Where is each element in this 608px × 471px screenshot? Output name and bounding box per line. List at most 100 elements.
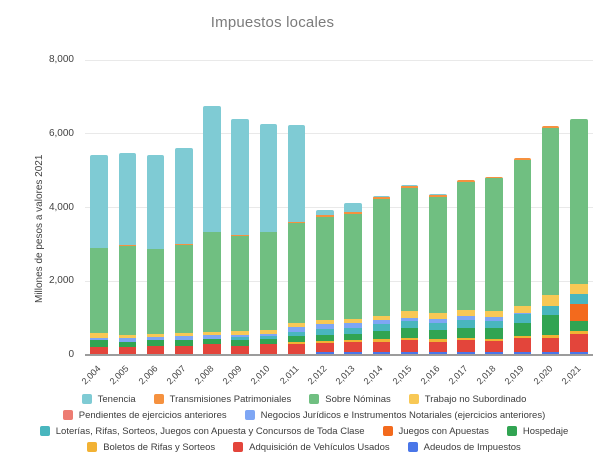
bar-segment-hospedaje[interactable] [429,330,447,340]
bar-segment-tenencia[interactable] [175,148,193,244]
bar-segment-loterias[interactable] [513,314,532,323]
bar-segment-negocios[interactable] [400,317,419,322]
bar-segment-transmisiones[interactable] [513,158,532,161]
bar-segment-transmisiones[interactable] [400,185,419,188]
bar-2012[interactable] [316,209,334,355]
bar-segment-adquisicion[interactable] [175,345,193,355]
bar-2008[interactable] [203,106,221,355]
bar-segment-nominas[interactable] [146,248,165,334]
bar-segment-adquisicion[interactable] [90,346,108,355]
bar-segment-negocios[interactable] [372,320,391,325]
bar-segment-negocios[interactable] [513,312,532,315]
bar-segment-hospedaje[interactable] [316,334,334,341]
bar-segment-adeudos[interactable] [457,352,475,355]
bar-segment-hospedaje[interactable] [118,341,137,347]
bar-segment-hospedaje[interactable] [400,328,419,338]
legend-item-tenencia[interactable]: Tenencia [81,394,136,405]
bar-segment-trabajo[interactable] [287,323,306,328]
bar-segment-loterias[interactable] [372,324,391,332]
bar-segment-negocios[interactable] [203,334,221,339]
bar-segment-nominas[interactable] [570,119,588,285]
bar-segment-adquisicion[interactable] [541,338,560,353]
bar-segment-adeudos[interactable] [316,352,334,355]
bar-segment-boletos[interactable] [287,342,306,344]
bar-segment-adeudos[interactable] [570,352,588,355]
bar-segment-loterias[interactable] [457,320,475,328]
bar-segment-adeudos[interactable] [344,352,362,355]
legend-item-negocios[interactable]: Negocios Jurídicos e Instrumentos Notari… [244,410,545,421]
bar-segment-tenencia[interactable] [259,124,278,233]
bar-segment-nominas[interactable] [513,160,532,306]
bar-segment-juegos[interactable] [570,304,588,321]
bar-segment-adquisicion[interactable] [259,344,278,355]
bar-segment-adquisicion[interactable] [231,345,249,355]
bar-segment-adeudos[interactable] [372,352,391,355]
bar-segment-boletos[interactable] [400,337,419,341]
bar-segment-tenencia[interactable] [287,125,306,223]
bar-2005[interactable] [118,153,137,355]
legend-item-trabajo[interactable]: Trabajo no Subordinado [408,394,526,405]
bar-segment-hospedaje[interactable] [231,340,249,346]
bar-segment-nominas[interactable] [457,182,475,311]
bar-segment-negocios[interactable] [231,334,249,338]
bar-segment-trabajo[interactable] [429,313,447,320]
bar-segment-boletos[interactable] [372,339,391,342]
bar-segment-tenencia[interactable] [400,184,419,186]
bar-segment-trabajo[interactable] [118,335,137,339]
legend-item-pendientes[interactable]: Pendientes de ejercicios anteriores [62,410,227,421]
bar-segment-loterias[interactable] [259,336,278,339]
bar-segment-adeudos[interactable] [400,352,419,355]
bar-segment-negocios[interactable] [485,316,503,321]
bar-segment-trabajo[interactable] [259,330,278,334]
bar-segment-hospedaje[interactable] [485,328,503,340]
bar-2006[interactable] [146,155,165,355]
bar-segment-adquisicion[interactable] [316,343,334,353]
bar-segment-trabajo[interactable] [203,331,221,335]
bar-segment-nominas[interactable] [541,128,560,295]
legend-item-boletos[interactable]: Boletos de Rifas y Sorteos [87,442,215,453]
bar-segment-adquisicion[interactable] [400,340,419,353]
bar-segment-loterias[interactable] [541,305,560,316]
bar-segment-hospedaje[interactable] [344,333,362,341]
bar-segment-nominas[interactable] [203,232,221,332]
bar-segment-loterias[interactable] [316,328,334,335]
bar-segment-nominas[interactable] [344,214,362,319]
legend-item-adquisicion[interactable]: Adquisición de Vehículos Usados [233,442,390,453]
legend-item-adeudos[interactable]: Adeudos de Impuestos [407,442,521,453]
legend-item-juegos[interactable]: Juegos con Apuestas [382,426,489,437]
legend-item-hospedaje[interactable]: Hospedaje [506,426,568,437]
bar-segment-tenencia[interactable] [344,203,362,213]
bar-segment-trabajo[interactable] [146,333,165,338]
bar-segment-hospedaje[interactable] [541,315,560,336]
bar-segment-nominas[interactable] [90,248,108,334]
bar-2004[interactable] [90,155,108,355]
bar-segment-nominas[interactable] [231,235,249,332]
bar-segment-nominas[interactable] [259,232,278,331]
bar-segment-loterias[interactable] [429,322,447,331]
bar-segment-boletos[interactable] [485,339,503,341]
bar-segment-trabajo[interactable] [457,310,475,316]
bar-segment-trabajo[interactable] [513,305,532,313]
bar-2019[interactable] [513,158,532,355]
bar-segment-trabajo[interactable] [400,311,419,318]
bar-segment-tenencia[interactable] [146,155,165,249]
bar-segment-negocios[interactable] [457,315,475,321]
bar-segment-boletos[interactable] [457,338,475,341]
bar-segment-nominas[interactable] [372,199,391,316]
bar-segment-boletos[interactable] [429,339,447,342]
bar-segment-loterias[interactable] [344,327,362,334]
bar-segment-negocios[interactable] [118,338,137,342]
bar-segment-adeudos[interactable] [541,352,560,355]
bar-2018[interactable] [485,176,503,355]
bar-segment-adquisicion[interactable] [344,342,362,353]
bar-segment-hospedaje[interactable] [259,338,278,345]
bar-segment-trabajo[interactable] [541,294,560,306]
bar-segment-nominas[interactable] [429,197,447,314]
bar-segment-tenencia[interactable] [372,196,391,198]
bar-segment-nominas[interactable] [485,178,503,312]
bar-segment-negocios[interactable] [429,319,447,323]
bar-segment-hospedaje[interactable] [372,331,391,340]
bar-segment-hospedaje[interactable] [513,322,532,337]
bar-segment-trabajo[interactable] [485,311,503,317]
bar-segment-adquisicion[interactable] [203,344,221,355]
